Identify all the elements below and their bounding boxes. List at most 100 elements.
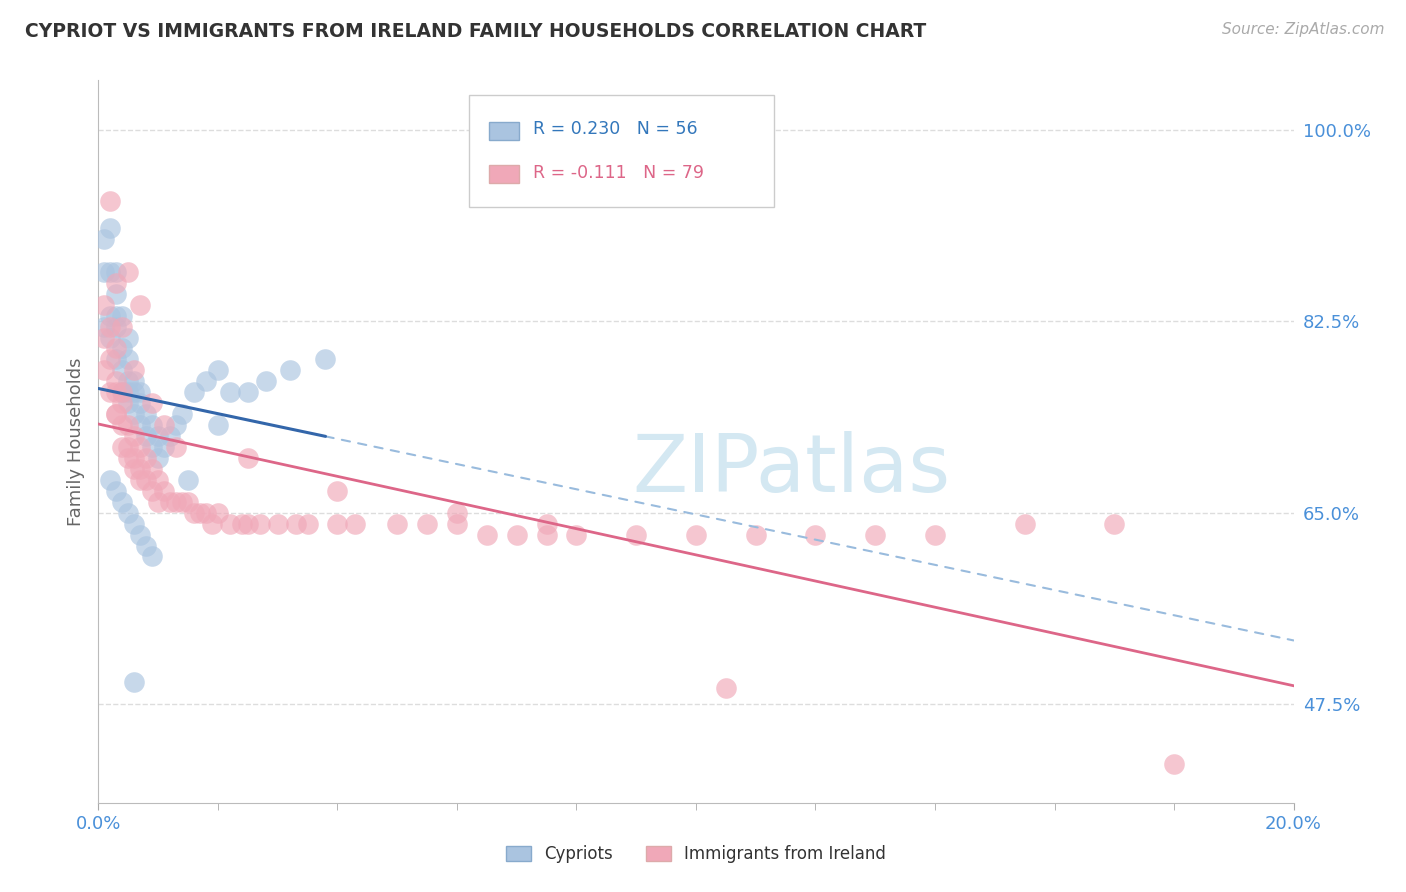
Point (153, 418, 176, 433)
Point (129, 527, 152, 541)
Point (117, 265, 139, 279)
Point (1014, 516, 1036, 531)
Point (236, 450, 259, 465)
Point (804, 527, 827, 541)
Point (536, 516, 558, 531)
Point (284, 516, 307, 531)
Point (124, 363, 146, 377)
Text: R = 0.230   N = 56: R = 0.230 N = 56 (533, 120, 697, 138)
Point (105, 407, 128, 421)
Point (141, 396, 163, 410)
Point (385, 516, 409, 531)
Point (105, 483, 128, 498)
Text: R = -0.111   N = 79: R = -0.111 N = 79 (533, 164, 704, 182)
Point (117, 450, 139, 465)
Point (249, 516, 271, 531)
Point (93, 363, 115, 377)
Point (93, 330, 115, 344)
Point (865, 527, 887, 541)
Point (129, 462, 152, 476)
Point (98, 221, 122, 235)
Point (117, 385, 139, 400)
Point (98, 330, 122, 344)
Point (195, 506, 218, 520)
Point (326, 483, 349, 498)
Point (111, 440, 134, 454)
Point (141, 549, 163, 564)
Point (105, 375, 128, 389)
Point (685, 527, 707, 541)
Point (98, 352, 122, 367)
Point (111, 494, 134, 508)
Point (148, 429, 170, 443)
Text: ZIPatlas: ZIPatlas (633, 432, 950, 509)
FancyBboxPatch shape (470, 95, 773, 207)
Point (219, 516, 242, 531)
Point (124, 516, 146, 531)
Point (446, 506, 468, 520)
Point (98, 319, 122, 334)
Point (124, 450, 146, 465)
Point (124, 462, 146, 476)
Point (714, 681, 737, 695)
Point (315, 352, 337, 367)
Point (93, 319, 115, 334)
Point (172, 407, 194, 421)
Point (153, 483, 176, 498)
Point (165, 418, 187, 433)
Point (1163, 757, 1185, 772)
Point (98, 194, 122, 208)
Point (207, 506, 229, 520)
Point (207, 418, 229, 433)
Point (536, 527, 558, 541)
Point (117, 352, 139, 367)
Point (183, 385, 205, 400)
Point (344, 516, 367, 531)
Point (111, 385, 134, 400)
FancyBboxPatch shape (489, 122, 519, 140)
Point (148, 494, 170, 508)
Point (111, 309, 134, 323)
Point (129, 418, 152, 433)
Point (129, 396, 152, 410)
Point (105, 265, 128, 279)
Point (159, 429, 181, 443)
Point (254, 375, 277, 389)
Point (105, 342, 128, 356)
Point (416, 516, 439, 531)
Point (475, 527, 498, 541)
Point (117, 418, 139, 433)
Point (1104, 516, 1126, 531)
Point (111, 319, 134, 334)
Point (129, 473, 152, 487)
Point (105, 352, 128, 367)
Point (105, 319, 128, 334)
Point (195, 375, 218, 389)
Point (506, 527, 529, 541)
Point (124, 375, 146, 389)
Point (177, 494, 200, 508)
FancyBboxPatch shape (489, 165, 519, 183)
Point (326, 516, 349, 531)
Point (129, 440, 152, 454)
Point (148, 473, 170, 487)
Point (201, 516, 224, 531)
Point (124, 429, 146, 443)
Point (148, 450, 170, 465)
Point (267, 516, 290, 531)
Point (93, 298, 115, 312)
Point (105, 286, 128, 301)
Point (124, 675, 146, 690)
Point (129, 385, 152, 400)
Point (117, 330, 139, 344)
Point (297, 516, 319, 531)
Point (124, 407, 146, 421)
Point (105, 276, 128, 290)
Point (141, 418, 163, 433)
Text: Source: ZipAtlas.com: Source: ZipAtlas.com (1222, 22, 1385, 37)
Point (111, 418, 134, 433)
Point (93, 265, 115, 279)
Point (98, 309, 122, 323)
Point (135, 407, 157, 421)
Point (278, 363, 301, 377)
